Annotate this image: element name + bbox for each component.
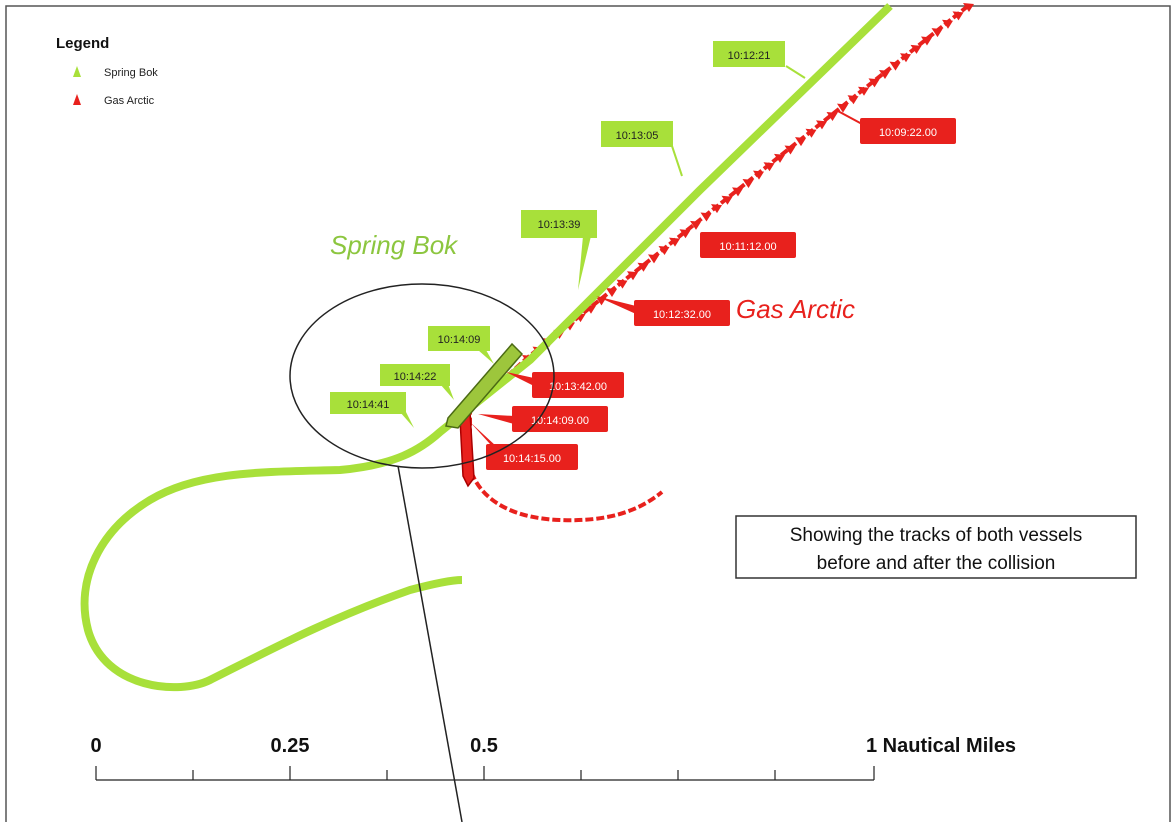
time-callout-label: 10:13:05: [616, 130, 659, 142]
time-callout: [521, 210, 597, 238]
gas-arctic-marker: [658, 246, 670, 256]
callout-leader: [400, 412, 414, 428]
gas-arctic-marker: [721, 195, 733, 205]
gas-arctic-marker: [952, 11, 964, 21]
gas-arctic-marker: [637, 262, 649, 272]
time-callout: [860, 118, 956, 144]
scale-label-05: 0.5: [470, 735, 498, 757]
time-callout: [428, 326, 490, 351]
callout-leader: [440, 384, 454, 400]
time-callout: [713, 41, 785, 67]
callout-leader: [578, 236, 591, 290]
gas-arctic-marker: [742, 179, 754, 188]
time-callout-label: 10:13:39: [538, 219, 581, 231]
callout-leader: [671, 145, 683, 177]
gas-arctic-marker: [732, 187, 743, 197]
scale-ticks: [95, 766, 875, 780]
spring-bok-track-line: [80, 3, 893, 692]
gas-arctic-marker: [868, 78, 880, 88]
callout-leader: [785, 65, 806, 79]
gas-arctic-marker: [763, 162, 775, 172]
gas-arctic-marker: [784, 145, 796, 155]
time-callout: [634, 300, 730, 326]
scale-label-025: 0.25: [271, 735, 310, 757]
spring-bok-track: [80, 3, 893, 692]
gas-arctic-marker: [774, 153, 785, 163]
time-callout: [512, 406, 608, 432]
info-box: Showing the tracks of both vessels befor…: [735, 515, 1137, 579]
gas-arctic-marker: [606, 287, 617, 297]
legend: Legend Spring Bok Gas Arctic: [56, 35, 158, 107]
gas-arctic-marker: [826, 111, 838, 121]
time-callout: [532, 372, 624, 398]
gas-arctic-marker: [910, 44, 922, 54]
scale-label-0: 0: [90, 735, 101, 757]
time-callout-label: 10:11:12.00: [719, 241, 776, 253]
gas-arctic-marker: [847, 95, 859, 105]
time-callout: [486, 444, 578, 470]
spring-bok-hull: [445, 342, 524, 429]
gas-arctic-marker: [889, 61, 901, 71]
gas-arctic-marker: [669, 237, 680, 247]
time-callout-label: 10:09:22.00: [879, 127, 937, 139]
gas-arctic-marker: [879, 70, 890, 80]
time-callout-label: 10:14:41: [347, 399, 390, 411]
time-callout: [700, 232, 796, 258]
gas-arctic-marker: [627, 271, 638, 281]
gas-arctic-marker: [648, 254, 659, 264]
scale-bar: 0 0.25 0.5 1 Nautical Miles: [90, 735, 1016, 781]
legend-item-spring-bok: Spring Bok: [104, 67, 158, 79]
gas-arctic-marker: [679, 229, 691, 239]
green-triangle-icon: [73, 66, 81, 77]
callout-leader: [478, 350, 494, 364]
gas-arctic-marker: [805, 128, 817, 138]
time-callout: [330, 392, 406, 414]
gas-arctic-marker: [753, 170, 764, 180]
gas-arctic-marker: [858, 86, 869, 96]
scale-label-1: 1 Nautical Miles: [866, 735, 1016, 757]
callout-leader: [470, 422, 496, 446]
collision-pointer-line: [397, 465, 463, 822]
gas-arctic-marker: [795, 137, 806, 147]
legend-item-gas-arctic: Gas Arctic: [104, 95, 155, 107]
gas-arctic-marker: [816, 120, 827, 130]
legend-title: Legend: [56, 35, 109, 52]
spring-bok-callouts: 10:12:21 10:13:05 10:13:39 10:14:09 10:1…: [330, 41, 806, 428]
time-callout-label: 10:13:42.00: [549, 381, 607, 393]
info-box-line-2: before and after the collision: [817, 553, 1056, 574]
callout-leader: [506, 372, 534, 386]
time-callout-label: 10:12:21: [728, 50, 771, 62]
gas-arctic-marker: [690, 220, 701, 230]
gas-arctic-marker: [711, 204, 722, 214]
gas-arctic-label: Gas Arctic: [736, 294, 855, 324]
time-callout: [380, 364, 450, 386]
time-callout-label: 10:14:15.00: [503, 453, 561, 465]
gas-arctic-marker: [942, 19, 953, 29]
time-callout-label: 10:12:32.00: [653, 309, 711, 321]
spring-bok-label: Spring Bok: [330, 230, 459, 260]
time-callout-label: 10:14:09: [438, 334, 481, 346]
info-box-frame: [735, 515, 1137, 579]
time-callout-label: 10:14:09.00: [531, 415, 589, 427]
gas-arctic-marker: [963, 3, 974, 12]
red-triangle-icon: [73, 94, 81, 105]
time-callout-label: 10:14:22: [394, 371, 437, 383]
callout-leader: [596, 296, 636, 314]
gas-arctic-marker: [921, 36, 932, 46]
gas-arctic-marker: [700, 212, 712, 222]
gas-arctic-callouts: 10:09:22.00 10:11:12.00 10:12:32.00 10:1…: [470, 109, 956, 470]
gas-arctic-marker: [900, 53, 911, 63]
gas-arctic-marker: [931, 28, 943, 38]
callout-leader: [478, 414, 514, 424]
gas-arctic-marker: [837, 103, 848, 113]
callout-leader: [835, 109, 863, 125]
gas-arctic-marker: [616, 279, 628, 289]
gas-arctic-track: [459, 3, 974, 523]
collision-area-ellipse: [289, 283, 555, 469]
time-callout: [601, 121, 673, 147]
info-box-line-1: Showing the tracks of both vessels: [790, 525, 1083, 546]
